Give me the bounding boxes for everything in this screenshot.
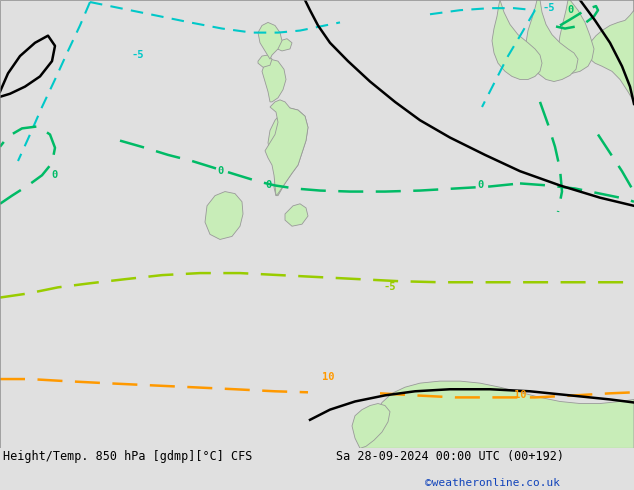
Text: 10: 10 [321, 372, 334, 382]
Polygon shape [558, 0, 594, 74]
Polygon shape [588, 0, 634, 102]
Text: -5: -5 [132, 50, 145, 60]
Text: 0: 0 [567, 5, 573, 15]
Polygon shape [526, 0, 578, 81]
Polygon shape [275, 39, 292, 51]
Text: -5: -5 [542, 3, 555, 13]
Polygon shape [258, 55, 272, 67]
Polygon shape [268, 108, 308, 196]
Polygon shape [285, 204, 308, 226]
Text: 0: 0 [217, 166, 223, 176]
Polygon shape [265, 100, 308, 196]
Text: 0: 0 [265, 180, 271, 191]
Text: 10: 10 [514, 391, 526, 400]
Polygon shape [205, 192, 243, 240]
Text: Sa 28-09-2024 00:00 UTC (00+192): Sa 28-09-2024 00:00 UTC (00+192) [336, 450, 564, 463]
Text: 0: 0 [477, 180, 483, 191]
Polygon shape [360, 381, 634, 448]
Text: -5: -5 [384, 282, 396, 293]
Polygon shape [492, 0, 542, 79]
Polygon shape [352, 404, 390, 448]
Text: Height/Temp. 850 hPa [gdmp][°C] CFS: Height/Temp. 850 hPa [gdmp][°C] CFS [3, 450, 252, 463]
Polygon shape [262, 59, 286, 102]
Polygon shape [258, 23, 282, 59]
Text: 0: 0 [52, 170, 58, 180]
Text: ©weatheronline.co.uk: ©weatheronline.co.uk [425, 478, 560, 488]
